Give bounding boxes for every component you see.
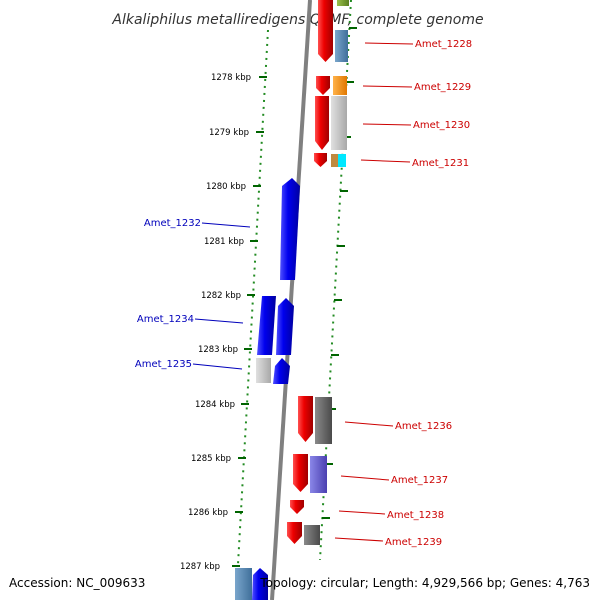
label-amet-1230[interactable]: Amet_1230 bbox=[413, 120, 470, 131]
gene-amet-1237[interactable] bbox=[293, 454, 327, 493]
gene-amet-1236[interactable] bbox=[298, 396, 332, 444]
label-amet-1228[interactable]: Amet_1228 bbox=[415, 39, 472, 50]
label-amet-1239[interactable]: Amet_1239 bbox=[385, 537, 442, 548]
tick-label-1286: 1286 kbp bbox=[188, 508, 228, 518]
tick-label-1282: 1282 kbp bbox=[201, 291, 241, 301]
genome-backbone bbox=[270, 0, 312, 600]
label-amet-1238[interactable]: Amet_1238 bbox=[387, 510, 444, 521]
label-amet-1232[interactable]: Amet_1232 bbox=[144, 218, 201, 229]
label-amet-1231[interactable]: Amet_1231 bbox=[412, 158, 469, 169]
gene-amet-1238[interactable] bbox=[290, 500, 304, 514]
label-amet-1235[interactable]: Amet_1235 bbox=[135, 359, 192, 370]
accession-text: Accession: NC_009633 bbox=[9, 576, 145, 590]
label-amet-1229[interactable]: Amet_1229 bbox=[414, 82, 471, 93]
tick-label-1280: 1280 kbp bbox=[206, 182, 246, 192]
tick-label-1281: 1281 kbp bbox=[204, 237, 244, 247]
tick-label-1284: 1284 kbp bbox=[195, 400, 235, 410]
label-amet-1237[interactable]: Amet_1237 bbox=[391, 475, 448, 486]
tick-label-1283: 1283 kbp bbox=[198, 345, 238, 355]
gene-amet-1230[interactable] bbox=[315, 96, 347, 150]
gene-amet-1235[interactable] bbox=[256, 358, 290, 384]
tick-label-1285: 1285 kbp bbox=[191, 454, 231, 464]
right-dotted-track bbox=[319, 0, 352, 561]
tick-label-1279: 1279 kbp bbox=[209, 128, 249, 138]
gene-amet-1239[interactable] bbox=[287, 522, 320, 545]
map-title: Alkaliphilus metalliredigens QYMF, compl… bbox=[111, 12, 483, 28]
tick-label-1287: 1287 kbp bbox=[180, 562, 220, 572]
gene-amet-1229[interactable] bbox=[316, 76, 347, 95]
gene-amet-1231[interactable] bbox=[314, 153, 346, 167]
forward-leader-lines bbox=[192, 222, 251, 370]
topology-text: Topology: circular; Length: 4,929,566 bp… bbox=[259, 576, 590, 590]
reverse-leader-lines bbox=[334, 42, 414, 542]
label-amet-1234[interactable]: Amet_1234 bbox=[137, 314, 194, 325]
gene-amet-1228[interactable] bbox=[318, 0, 349, 62]
gene-amet-1234[interactable] bbox=[257, 296, 294, 355]
label-amet-1236[interactable]: Amet_1236 bbox=[395, 421, 452, 432]
gene-bottom-partial bbox=[235, 568, 268, 600]
tick-label-1278: 1278 kbp bbox=[211, 73, 251, 83]
gene-amet-1232[interactable] bbox=[280, 178, 300, 280]
left-ticks bbox=[232, 76, 267, 567]
